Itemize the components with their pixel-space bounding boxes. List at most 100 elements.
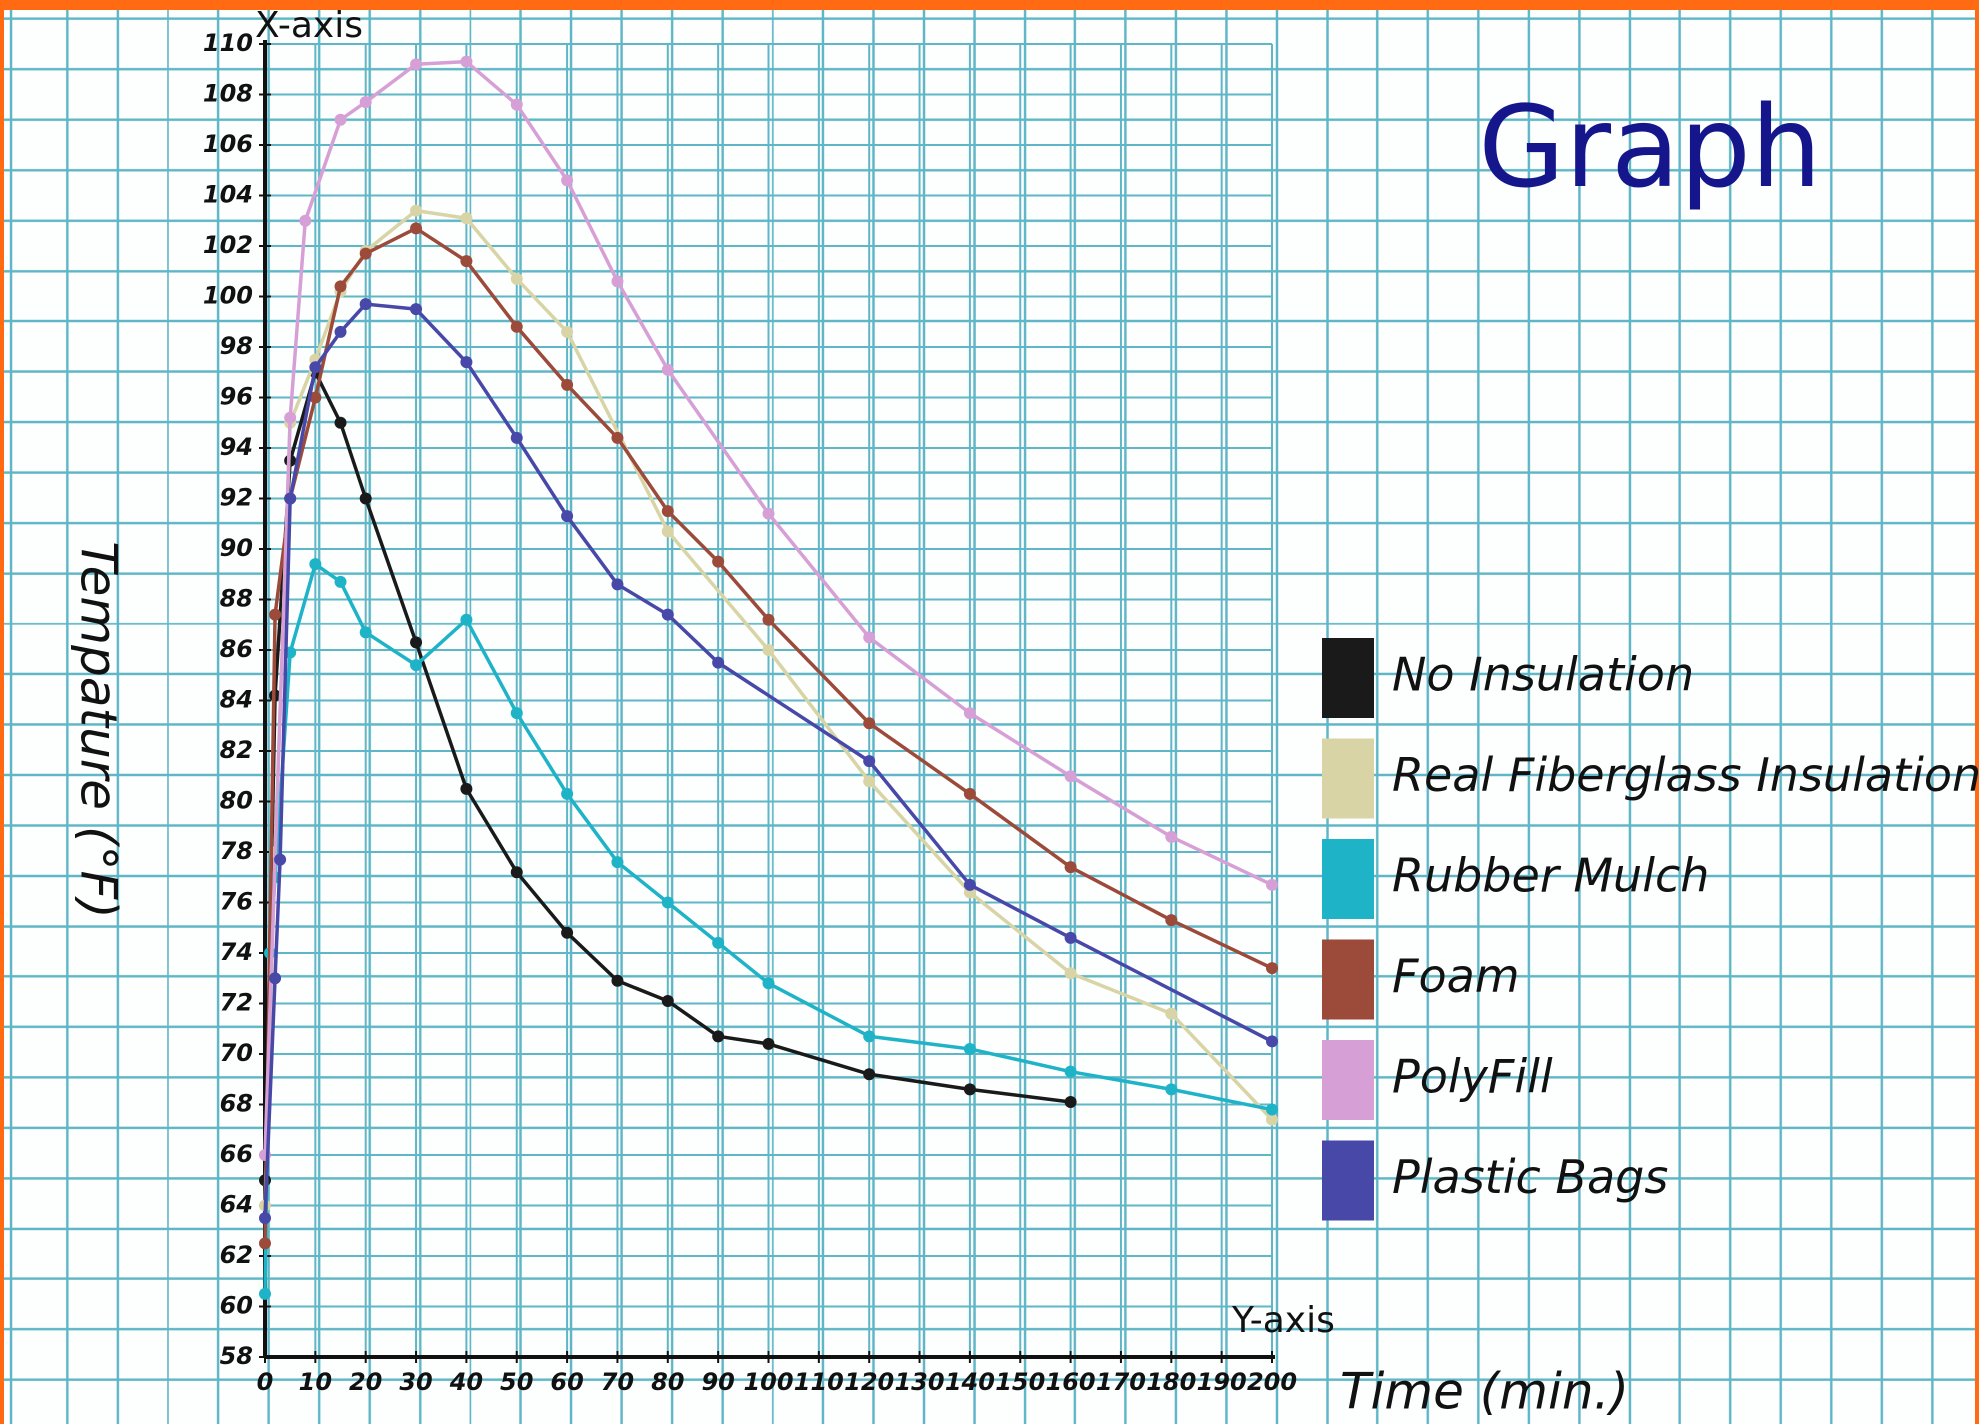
data-point [611, 975, 623, 987]
data-point [460, 783, 472, 795]
data-point [662, 609, 674, 621]
y-axis-title: Tempature (°F) [70, 541, 128, 919]
data-point [561, 788, 573, 800]
data-point [511, 99, 523, 111]
y-tick-label: 96 [220, 383, 253, 411]
data-point [1266, 1035, 1278, 1047]
data-point [360, 626, 372, 638]
data-point [335, 114, 347, 126]
x-tick-label: 80 [651, 1368, 684, 1396]
data-point [511, 321, 523, 333]
y-tick-label: 88 [220, 585, 253, 613]
y-tick-label: 66 [220, 1140, 253, 1168]
y-tick-label: 110 [203, 29, 253, 57]
legend-swatch [1322, 940, 1374, 1020]
data-point [259, 1212, 271, 1224]
data-point [1065, 932, 1077, 944]
data-point [964, 788, 976, 800]
data-point [259, 1288, 271, 1300]
data-point [269, 609, 281, 621]
chart-title: Graph [1478, 83, 1822, 213]
data-point [1266, 962, 1278, 974]
y-tick-label: 72 [220, 989, 253, 1017]
data-point [964, 1043, 976, 1055]
data-point [863, 631, 875, 643]
data-point [561, 326, 573, 338]
x-tick-label: 90 [701, 1368, 734, 1396]
data-point [1165, 1008, 1177, 1020]
data-point [511, 707, 523, 719]
chart: Graph X-axis Y-axis Time (min.) Tempatur… [0, 0, 1979, 1424]
data-point [460, 614, 472, 626]
data-point [662, 364, 674, 376]
x-tick-label: 0 [257, 1368, 274, 1396]
x-tick-label: 100 [743, 1368, 793, 1396]
data-point [1165, 1083, 1177, 1095]
data-point [561, 379, 573, 391]
data-point [863, 717, 875, 729]
legend-label: Plastic Bags [1392, 1150, 1668, 1204]
x-tick-label: 20 [349, 1368, 382, 1396]
data-point [460, 255, 472, 267]
data-point [763, 977, 775, 989]
legend-swatch [1322, 839, 1374, 919]
data-point [410, 222, 422, 234]
data-point [410, 636, 422, 648]
data-point [1065, 770, 1077, 782]
data-point [511, 273, 523, 285]
data-point [611, 578, 623, 590]
data-point [1065, 1096, 1077, 1108]
x-tick-label: 160 [1046, 1368, 1096, 1396]
data-point [274, 854, 286, 866]
y-tick-label: 74 [220, 938, 253, 966]
y-tick-label: 76 [220, 888, 253, 916]
data-point [1165, 914, 1177, 926]
data-point [863, 755, 875, 767]
data-point [662, 995, 674, 1007]
data-point [763, 1038, 775, 1050]
data-point [460, 356, 472, 368]
y-tick-label: 78 [220, 837, 253, 865]
y-tick-label: 90 [220, 534, 253, 562]
data-point [712, 657, 724, 669]
data-point [410, 303, 422, 315]
y-tick-label: 106 [203, 130, 253, 158]
y-tick-label: 104 [203, 181, 253, 209]
x-tick-label: 60 [550, 1368, 583, 1396]
data-point [299, 215, 311, 227]
data-point [410, 58, 422, 70]
data-point [284, 412, 296, 424]
y-tick-label: 98 [220, 332, 253, 360]
x-tick-label: 130 [894, 1368, 944, 1396]
grid [265, 44, 1272, 1357]
data-point [410, 205, 422, 217]
x-tick-label: 170 [1096, 1368, 1146, 1396]
y-tick-label: 64 [220, 1191, 253, 1219]
data-point [460, 56, 472, 68]
data-point [964, 879, 976, 891]
x-tick-label: 120 [844, 1368, 894, 1396]
data-point [335, 576, 347, 588]
data-point [561, 174, 573, 186]
y-tick-label: 86 [220, 635, 253, 663]
x-tick-label: 200 [1247, 1368, 1297, 1396]
legend-label: Foam [1392, 949, 1520, 1003]
y-tick-label: 84 [220, 686, 253, 714]
x-tick-label: 10 [299, 1368, 332, 1396]
data-point [269, 972, 281, 984]
data-point [561, 927, 573, 939]
data-point [309, 558, 321, 570]
legend-label: PolyFill [1392, 1050, 1553, 1104]
x-tick-label: 150 [995, 1368, 1045, 1396]
data-point [1165, 831, 1177, 843]
legend-swatch [1322, 1141, 1374, 1221]
data-point [335, 326, 347, 338]
data-point [1065, 1066, 1077, 1078]
x-tick-label: 110 [794, 1368, 844, 1396]
x-tick-label: 140 [945, 1368, 995, 1396]
data-point [1266, 1104, 1278, 1116]
data-point [863, 1030, 875, 1042]
data-point [712, 937, 724, 949]
x-tick-label: 50 [500, 1368, 533, 1396]
axis-note: Y-axis [1231, 1300, 1335, 1341]
